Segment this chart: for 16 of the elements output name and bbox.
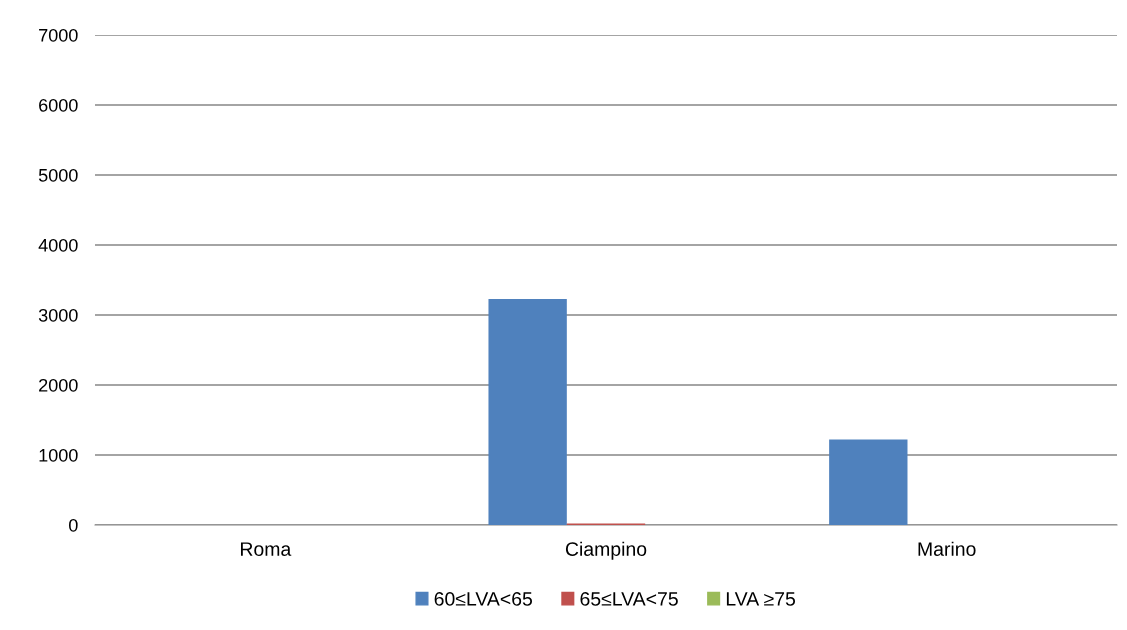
x-tick-label: Marino xyxy=(918,541,976,556)
bar xyxy=(829,439,908,525)
y-tick-label: 1000 xyxy=(39,448,78,462)
y-tick-label: 0 xyxy=(69,518,78,532)
y-tick-label: 3000 xyxy=(38,308,78,322)
y-tick-label: 6000 xyxy=(39,98,78,112)
y-tick-label: 2000 xyxy=(39,378,78,392)
x-tick-label: Ciampino xyxy=(565,541,647,560)
x-tick-label: Roma xyxy=(241,542,292,556)
legend-label: LVA ≥75 xyxy=(726,592,796,606)
y-tick-label: 7000 xyxy=(39,28,78,42)
y-tick-label: 5000 xyxy=(38,168,78,182)
bar xyxy=(488,298,567,525)
legend-label: 65≤LVA<75 xyxy=(580,592,678,606)
y-tick-label: 4000 xyxy=(38,238,78,252)
legend-label: 60≤LVA<65 xyxy=(434,592,533,606)
